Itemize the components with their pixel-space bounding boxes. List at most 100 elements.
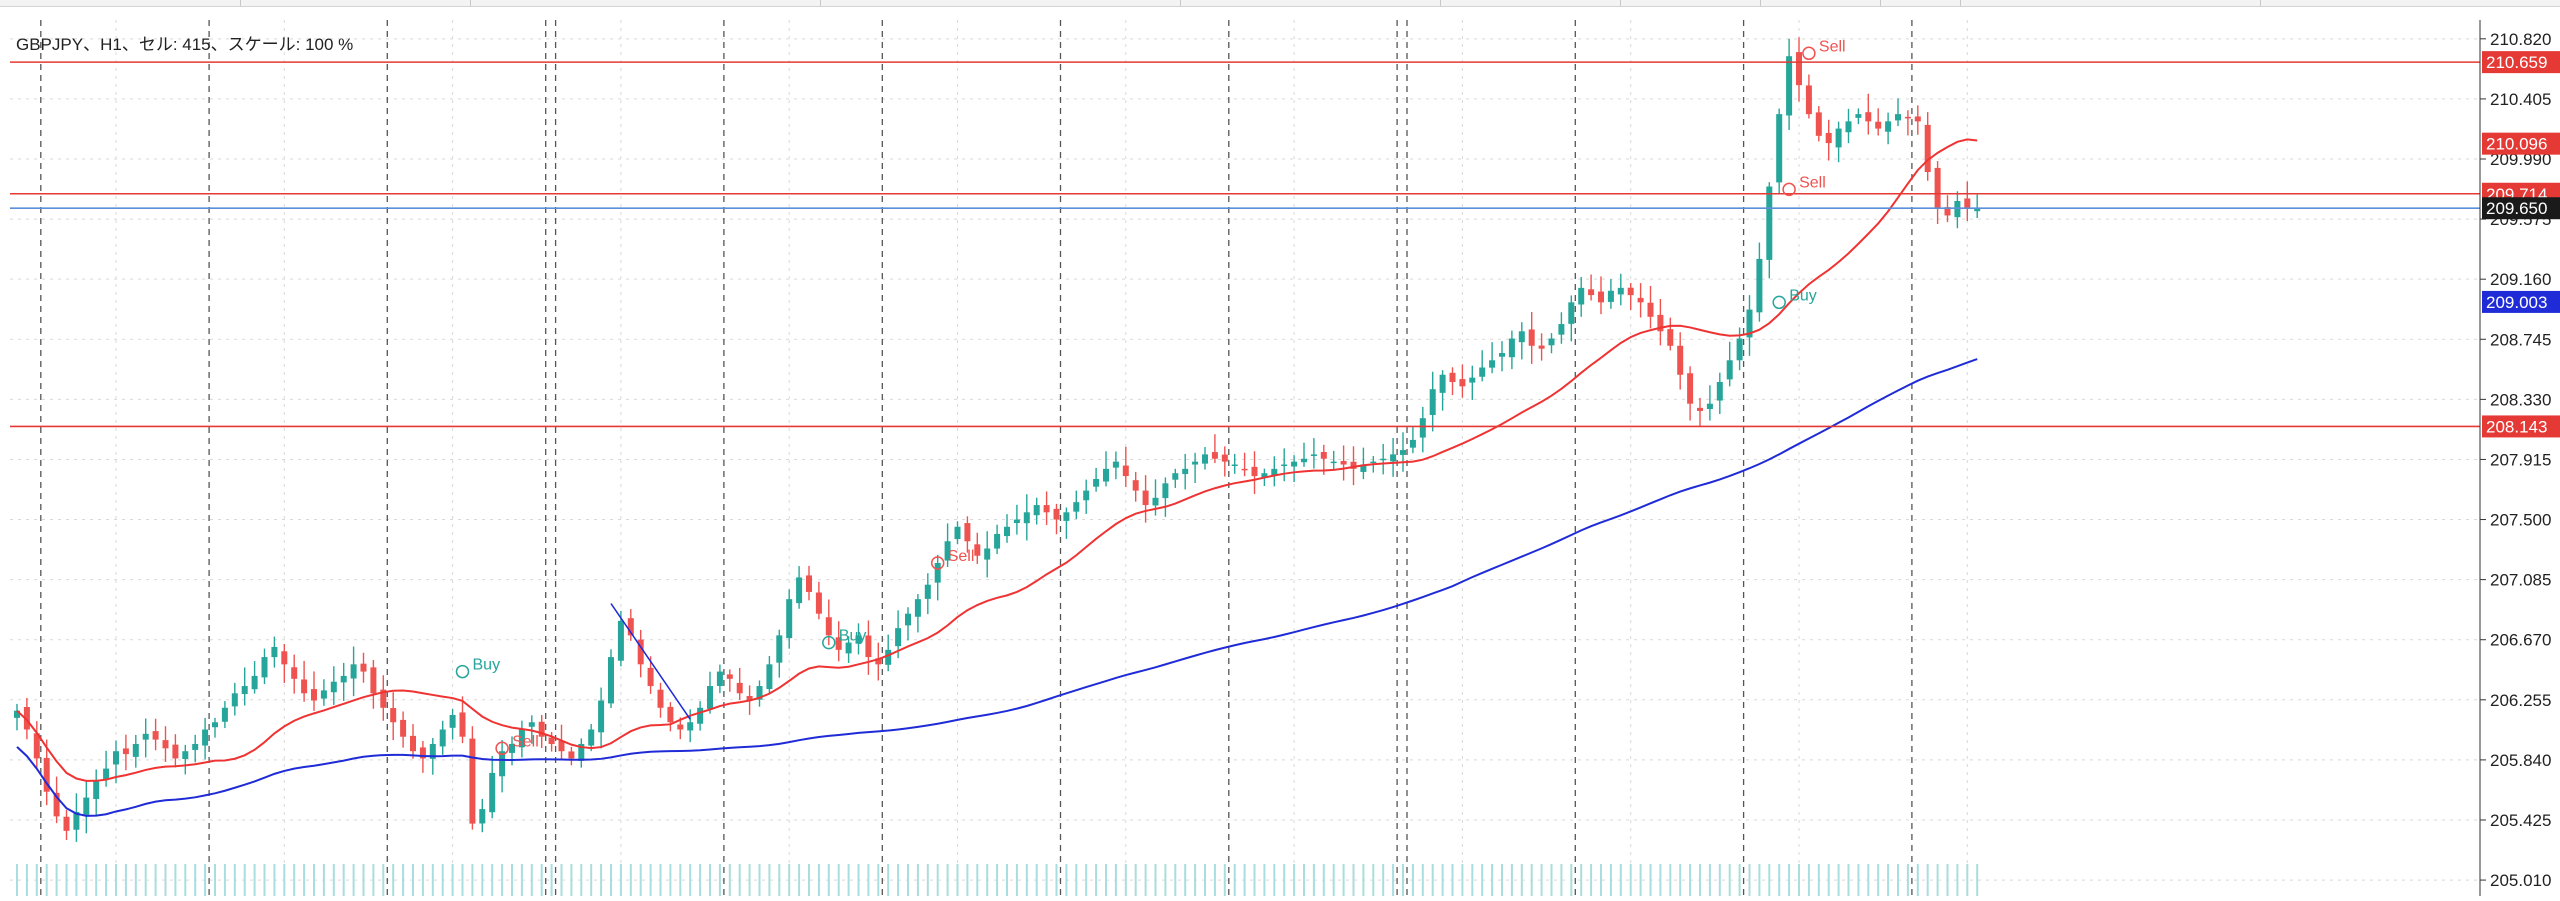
signal-marker: [822, 635, 836, 650]
ma-fast-price-tag-bg: [2482, 132, 2560, 155]
candle-body: [1390, 454, 1397, 462]
candle-body: [1033, 505, 1040, 516]
candle-body: [845, 642, 852, 654]
candle-body: [815, 592, 822, 614]
ma-fast-price-tag: 210.096: [2486, 135, 2547, 154]
candle-body: [855, 635, 862, 644]
candle-body: [865, 635, 872, 658]
candle-body: [1558, 324, 1565, 335]
price-tick-label: 205.425: [2490, 811, 2551, 830]
price-tick-label: 210.405: [2490, 90, 2551, 109]
price-tick-label: 206.255: [2490, 691, 2551, 710]
candle-body: [330, 681, 337, 693]
candle-body: [419, 747, 426, 759]
candle-body: [835, 637, 842, 650]
candle-body: [796, 577, 803, 604]
candle-body: [439, 729, 446, 747]
candle-body: [538, 721, 545, 737]
candle-body: [1023, 512, 1030, 524]
candle-body: [558, 740, 565, 752]
price-tick-label: 208.330: [2490, 390, 2551, 409]
candle-body: [1726, 360, 1733, 380]
candle-body: [1350, 461, 1357, 469]
candle-body: [1667, 329, 1674, 346]
candle-body: [1083, 490, 1090, 501]
candle-body: [340, 675, 347, 683]
candle-body: [1499, 353, 1505, 357]
signal-marker: [1782, 182, 1796, 197]
candle-body: [1607, 290, 1614, 302]
candle-body: [192, 743, 199, 750]
candle-body: [528, 722, 535, 727]
candle-body: [1875, 121, 1882, 129]
candle-body: [449, 715, 456, 728]
candle-body: [1122, 465, 1129, 477]
candle-body: [1548, 338, 1555, 346]
candle-body: [1617, 287, 1624, 295]
candle-body: [1330, 461, 1337, 464]
candle-body: [1746, 309, 1753, 338]
candle-body: [1518, 331, 1525, 343]
candle-body: [1924, 124, 1931, 173]
candle-body: [746, 695, 753, 701]
candle-body: [1786, 56, 1793, 116]
candle-body: [964, 523, 971, 542]
candle-body: [142, 733, 149, 740]
level-price-tag: 208.143: [2486, 417, 2547, 436]
candle-body: [162, 740, 169, 749]
candle-body: [1914, 116, 1921, 122]
candle-body: [1063, 512, 1070, 521]
candle-body: [1528, 329, 1535, 346]
candle-body: [1231, 464, 1238, 467]
candle-body: [905, 613, 911, 626]
candle-body: [1944, 207, 1951, 216]
candle-body: [1093, 478, 1100, 487]
signal-label: Sell: [1819, 38, 1846, 55]
candle-body: [23, 707, 30, 730]
candle-body: [1380, 458, 1387, 461]
candle-body: [617, 620, 624, 661]
signal-label: Buy: [1789, 287, 1817, 304]
candle-body: [1152, 497, 1159, 506]
candle-body: [509, 743, 515, 753]
candle-body: [1251, 466, 1258, 477]
candle-body: [1489, 360, 1496, 368]
candle-body: [93, 780, 100, 800]
candle-body: [1172, 473, 1179, 480]
candle-body: [1013, 519, 1020, 524]
level-price-tag: 210.659: [2486, 53, 2547, 72]
candle-body: [1687, 373, 1694, 404]
price-tick-label: 210.820: [2490, 30, 2551, 49]
candle-body: [241, 686, 248, 694]
candle-body: [1301, 458, 1307, 463]
candle-body: [1261, 473, 1268, 478]
candle-body: [756, 686, 763, 700]
price-tick-label: 205.840: [2490, 751, 2551, 770]
candle-body: [1904, 116, 1911, 119]
candle-body: [1409, 439, 1416, 448]
candle-body: [1469, 377, 1476, 383]
candle-body: [1043, 505, 1050, 513]
candle-body: [1865, 112, 1872, 122]
signal-marker: [455, 664, 470, 679]
candle-body: [132, 743, 139, 757]
candle-body: [499, 751, 506, 777]
candle-body: [598, 700, 605, 733]
candle-body: [1697, 407, 1703, 411]
candle-body: [261, 657, 268, 678]
candle-body: [1103, 468, 1109, 482]
candle-body: [469, 738, 476, 824]
candle-body: [637, 639, 644, 665]
candle-body: [1627, 287, 1634, 296]
candle-body: [974, 544, 981, 556]
candle-body: [1281, 464, 1288, 467]
candle-body: [1182, 468, 1189, 475]
candle-body: [1439, 374, 1446, 393]
candle-body: [113, 751, 119, 765]
candle-body: [1508, 338, 1515, 358]
candle-body: [578, 743, 585, 761]
candle-body: [1004, 526, 1010, 537]
candle-body: [1766, 186, 1773, 260]
